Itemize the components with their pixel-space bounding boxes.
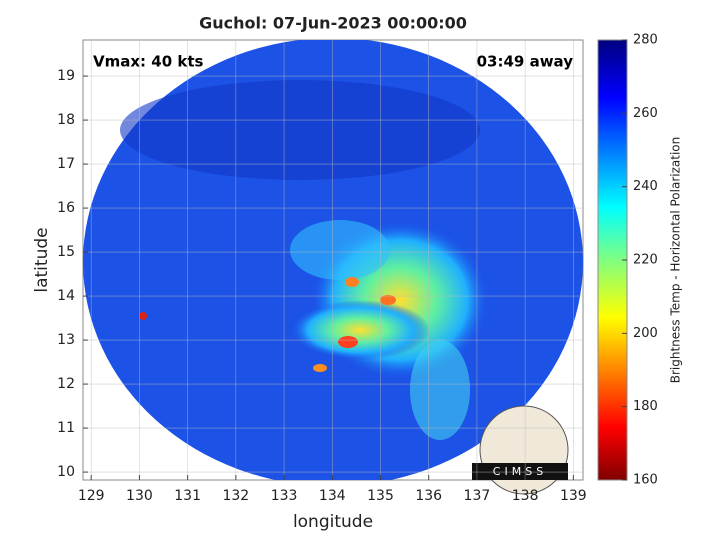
y-tick-label: 10	[57, 464, 75, 480]
x-tick-label: 134	[319, 488, 346, 504]
y-tick-label: 12	[57, 376, 75, 392]
x-tick-label: 137	[464, 488, 491, 504]
y-tick-label: 18	[57, 112, 75, 128]
y-tick-label: 14	[57, 288, 75, 304]
x-tick-label: 135	[367, 488, 394, 504]
colorbar-tick-label: 160	[633, 473, 658, 488]
x-tick-label: 133	[271, 488, 298, 504]
x-tick-label: 131	[174, 488, 201, 504]
logo-text: CIMSS	[493, 465, 547, 478]
annotation: Vmax: 40 kts	[93, 53, 203, 71]
colorbar-tick-label: 180	[633, 399, 658, 414]
y-tick-label: 11	[57, 420, 75, 436]
y-axis-label: latitude	[32, 227, 52, 292]
y-tick-label: 19	[57, 68, 75, 84]
x-tick-label: 132	[222, 488, 249, 504]
chart-title: Guchol: 07-Jun-2023 00:00:00	[199, 14, 467, 33]
colorbar-tick-label: 220	[633, 253, 658, 268]
y-tick-label: 16	[57, 200, 75, 216]
colorbar-tick-label: 260	[633, 106, 658, 121]
x-tick-label: 129	[78, 488, 105, 504]
y-tick-label: 17	[57, 156, 75, 172]
swath	[83, 40, 583, 480]
y-tick-label: 15	[57, 244, 75, 260]
colorbar-tick-label: 280	[633, 33, 658, 48]
y-tick-label: 13	[57, 332, 75, 348]
x-tick-label: 130	[126, 488, 153, 504]
colorbar-label: Brightness Temp - Horizontal Polarizatio…	[669, 137, 683, 384]
x-tick-label: 136	[415, 488, 442, 504]
x-tick-label: 139	[560, 488, 587, 504]
x-tick-label: 138	[512, 488, 539, 504]
x-axis-label: longitude	[293, 512, 373, 532]
colorbar-tick-label: 200	[633, 326, 658, 341]
colorbar-tick-label: 240	[633, 179, 658, 194]
